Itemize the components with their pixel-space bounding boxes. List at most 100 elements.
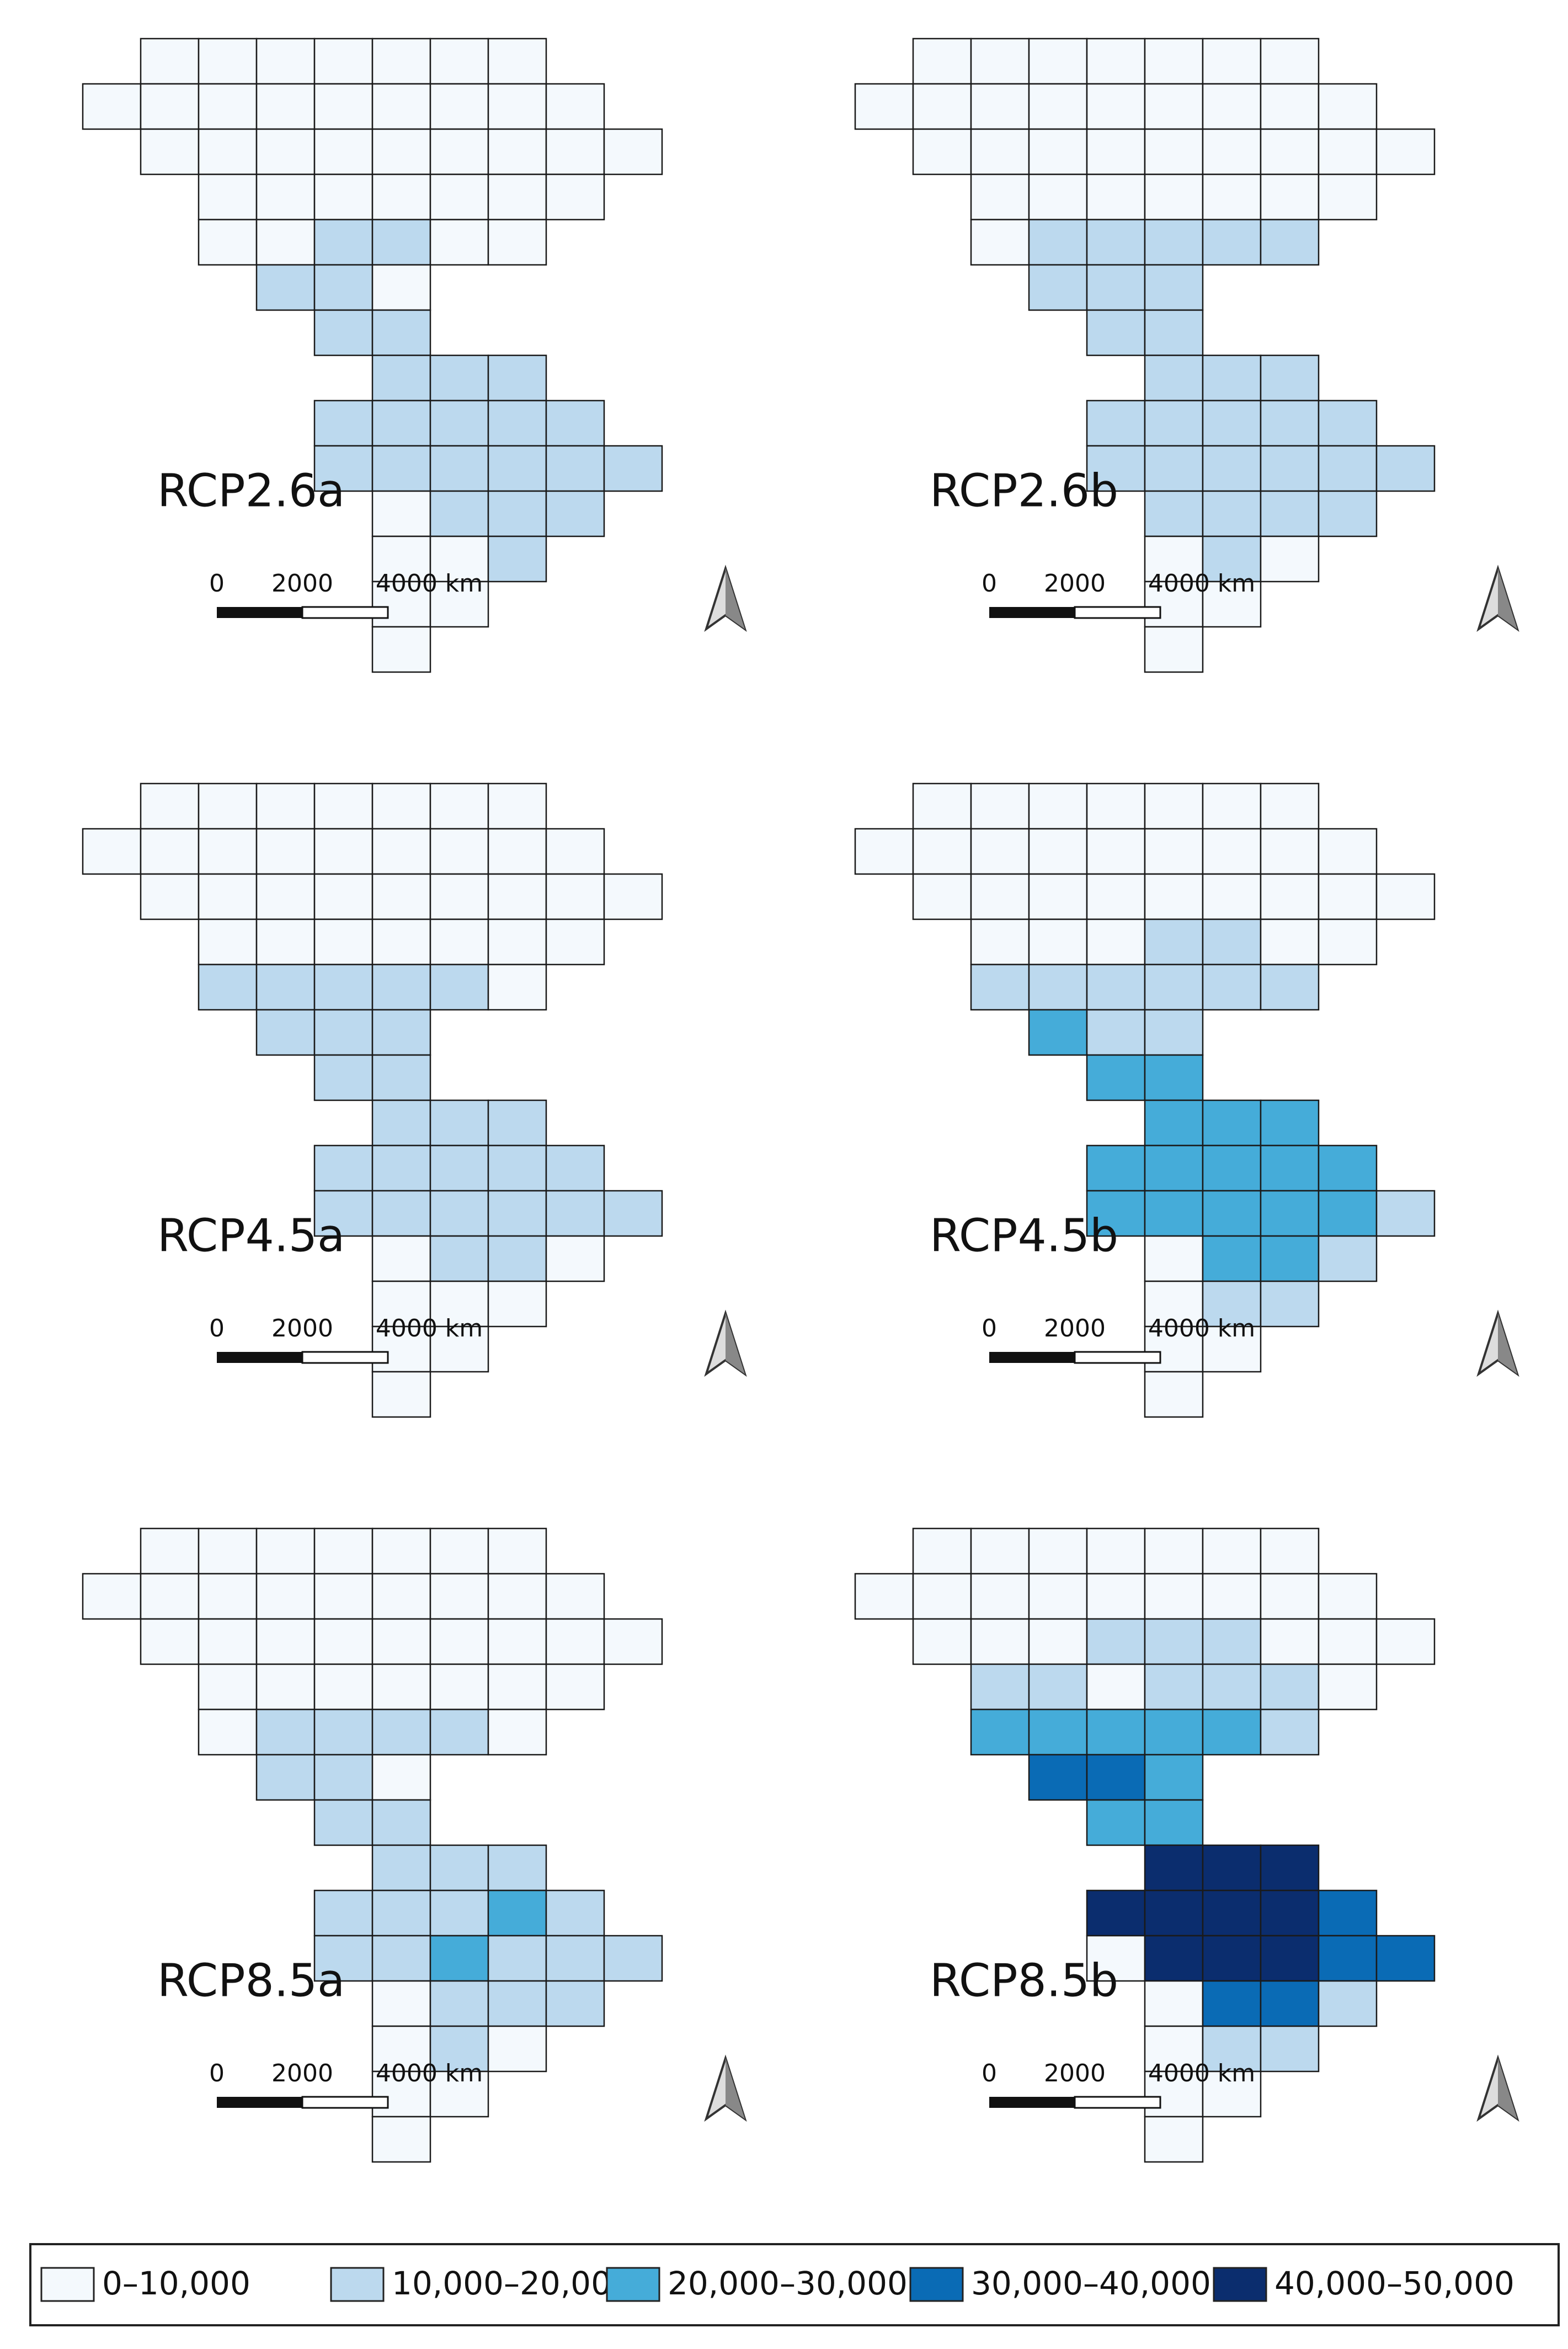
grid-cell — [1375, 1190, 1436, 1237]
grid-cell — [1086, 782, 1146, 830]
grid-cell — [487, 873, 547, 920]
grid-cell — [1144, 918, 1204, 966]
grid-cell — [429, 1235, 489, 1282]
grid-cell — [1318, 1618, 1378, 1665]
grid-cell — [1260, 918, 1320, 966]
scale-label: 4000 km — [1148, 569, 1255, 598]
panel-label: RCP4.5b — [930, 1210, 1118, 1262]
grid-cell — [1144, 354, 1204, 402]
grid-cell — [1028, 828, 1088, 875]
grid-cell — [1260, 1708, 1320, 1756]
grid-cell — [487, 490, 547, 537]
grid-cell — [1202, 963, 1262, 1011]
grid-cell — [1260, 1889, 1320, 1937]
grid-cell — [1086, 128, 1146, 175]
grid-cell — [487, 963, 547, 1011]
grid-cell — [970, 83, 1030, 130]
grid-cell — [255, 1754, 316, 1801]
grid-cell — [313, 873, 374, 920]
north-arrow-shade — [1498, 1313, 1517, 1374]
legend-label: 30,000–40,000 — [971, 2265, 1211, 2302]
grid-cell — [371, 828, 431, 875]
grid-cell — [912, 83, 972, 130]
grid-cell — [1375, 1618, 1436, 1665]
grid-cell — [1260, 1099, 1320, 1147]
grid-cell — [371, 1009, 431, 1056]
grid-cell — [371, 1754, 431, 1801]
legend-label: 10,000–20,000 — [392, 2265, 632, 2302]
grid-cell — [1318, 128, 1378, 175]
grid-cell — [1144, 400, 1204, 447]
grid-cell — [970, 38, 1030, 85]
legend-label: 0–10,000 — [102, 2265, 250, 2302]
grid-cell — [487, 1527, 547, 1575]
grid-cell — [1202, 38, 1262, 85]
grid-cell — [1375, 128, 1436, 175]
grid-cell — [1375, 445, 1436, 492]
grid-cell — [1028, 1618, 1088, 1665]
grid-cell — [1202, 918, 1262, 966]
grid-cell — [912, 782, 972, 830]
grid-cell — [140, 128, 200, 175]
legend-swatch — [40, 2267, 95, 2302]
grid-cell — [1318, 1889, 1378, 1937]
grid-cell — [1028, 1754, 1088, 1801]
grid-cell — [429, 1325, 489, 1373]
grid-cell — [313, 1573, 374, 1620]
grid-cell — [1318, 173, 1378, 221]
grid-cell — [429, 2070, 489, 2118]
grid-cell — [487, 83, 547, 130]
scale-bar-white — [301, 1351, 389, 1364]
grid-cell — [1086, 1708, 1146, 1756]
grid-cell — [1202, 1663, 1262, 1711]
panel-label: RCP4.5a — [157, 1210, 345, 1262]
north-arrow-shade — [726, 2058, 745, 2119]
grid-cell — [1202, 1099, 1262, 1147]
scale-label: 0 — [982, 569, 997, 598]
grid-cell — [140, 1527, 200, 1575]
grid-cell — [255, 1708, 316, 1756]
grid-cell — [313, 1708, 374, 1756]
grid-cell — [313, 782, 374, 830]
grid-cell — [255, 1618, 316, 1665]
grid-cell — [1318, 1573, 1378, 1620]
grid-cell — [1028, 782, 1088, 830]
grid-cell — [255, 828, 316, 875]
grid-cell — [487, 1708, 547, 1756]
grid-cell — [1260, 38, 1320, 85]
grid-cell — [313, 1618, 374, 1665]
grid-cell — [603, 873, 663, 920]
grid-cell — [545, 1980, 605, 2027]
grid-cell — [198, 918, 258, 966]
grid-cell — [487, 400, 547, 447]
grid-cell — [970, 963, 1030, 1011]
grid-cell — [198, 1708, 258, 1756]
grid-cell — [1260, 1935, 1320, 1982]
grid-cell — [198, 83, 258, 130]
grid-cell — [255, 264, 316, 311]
grid-cell — [1086, 1663, 1146, 1711]
scale-label: 4000 km — [376, 569, 483, 598]
grid-cell — [313, 1054, 374, 1101]
grid-cell — [255, 128, 316, 175]
grid-cell — [429, 445, 489, 492]
grid-cell — [1086, 445, 1146, 492]
grid-cell — [371, 219, 431, 266]
grid-cell — [1028, 83, 1088, 130]
grid-cell — [1202, 128, 1262, 175]
grid-cell — [1202, 83, 1262, 130]
grid-cell — [1028, 1573, 1088, 1620]
grid-cell — [1086, 873, 1146, 920]
grid-cell — [429, 1144, 489, 1192]
grid-cell — [313, 83, 374, 130]
grid-cell — [1144, 1799, 1204, 1846]
grid-cell — [371, 1144, 431, 1192]
grid-cell — [371, 1980, 431, 2027]
grid-cell — [1144, 1980, 1204, 2027]
grid-cell — [545, 128, 605, 175]
grid-cell — [1028, 873, 1088, 920]
grid-cell — [371, 83, 431, 130]
grid-cell — [429, 1708, 489, 1756]
scale-bar-black — [217, 2097, 302, 2108]
grid-cell — [1028, 1009, 1088, 1056]
